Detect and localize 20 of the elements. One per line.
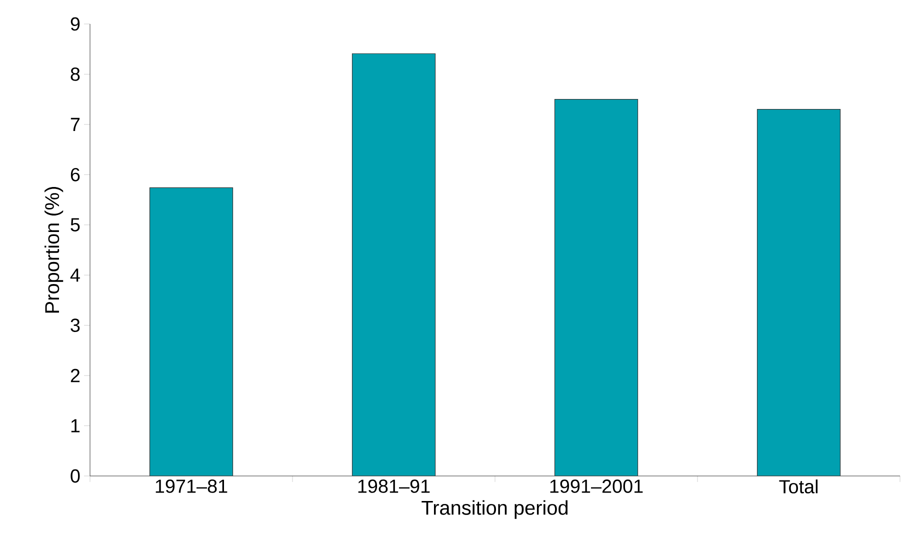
- y-tick-label: 0: [70, 469, 80, 483]
- x-tick-label: 1991–2001: [550, 480, 643, 493]
- x-tick-label: 1971–81: [156, 480, 228, 493]
- y-axis-title: Proportion (%): [44, 187, 64, 313]
- bar: [352, 53, 436, 476]
- y-tick-label: 3: [70, 318, 80, 332]
- x-tick-label: 1981–91: [358, 480, 430, 493]
- y-tick-label: 6: [70, 168, 80, 182]
- x-axis-title: Transition period: [422, 500, 568, 519]
- y-tick-label: 9: [70, 17, 80, 31]
- y-tick-label: 7: [70, 118, 80, 131]
- y-tick-label: 4: [70, 268, 80, 282]
- y-tick-label: 5: [70, 218, 80, 232]
- bar: [554, 99, 638, 476]
- y-tick-label: 1: [71, 419, 80, 432]
- bar: [756, 109, 841, 476]
- y-tick-label: 8: [70, 68, 80, 81]
- x-tick-label: Total: [779, 480, 818, 494]
- y-tick-label: 2: [70, 368, 80, 382]
- bar: [149, 187, 234, 476]
